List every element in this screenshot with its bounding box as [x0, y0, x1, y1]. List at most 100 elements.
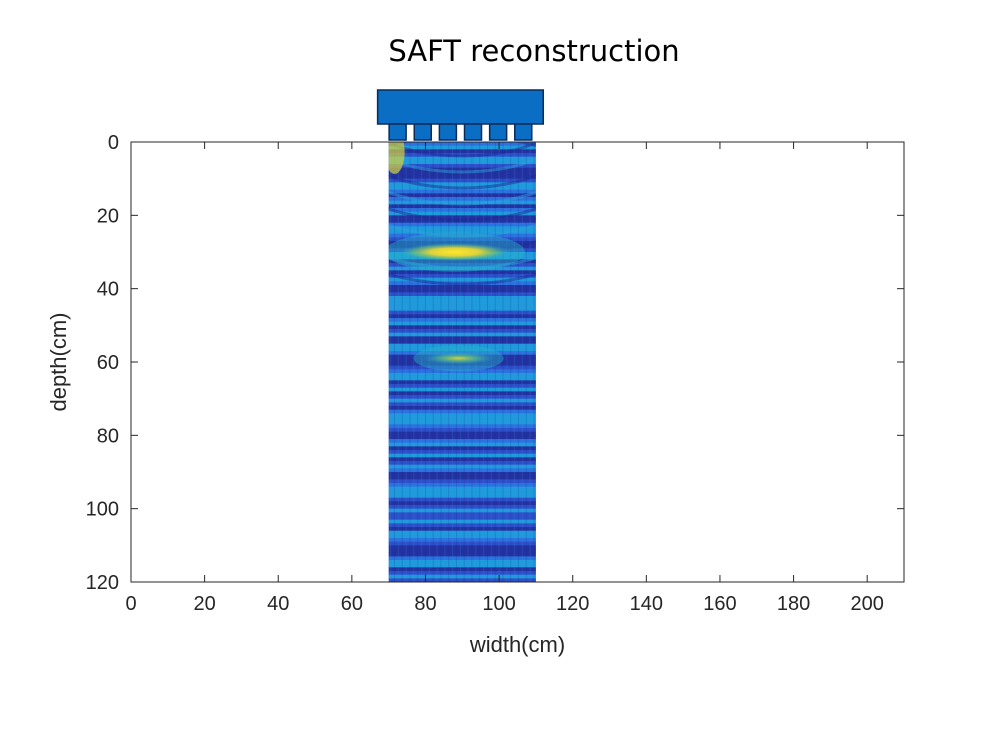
image-band: [388, 552, 536, 557]
image-band: [388, 545, 536, 550]
transducer: [376, 89, 545, 141]
image-band: [388, 413, 536, 418]
image-band: [388, 505, 536, 510]
image-band: [388, 292, 536, 297]
image-band: [388, 560, 536, 565]
image-band: [388, 406, 536, 411]
image-band: [388, 571, 536, 576]
image-band: [388, 442, 536, 447]
image-band: [388, 156, 536, 161]
image-band: [388, 142, 536, 147]
image-band: [388, 468, 536, 473]
image-band: [388, 303, 536, 308]
transducer-element: [514, 123, 533, 141]
image-band: [388, 472, 536, 477]
image-band: [388, 365, 536, 370]
image-band: [388, 307, 536, 312]
image-band: [388, 329, 536, 334]
image-band: [388, 343, 536, 348]
x-tick-label: 0: [125, 593, 136, 615]
wavefront-arc: [388, 256, 536, 270]
image-band: [388, 461, 536, 466]
image-band: [388, 160, 536, 165]
x-tick-label: 100: [482, 593, 515, 615]
image-band: [388, 175, 536, 180]
reflector-hotspot: [422, 352, 495, 365]
image-band: [388, 167, 536, 172]
image-band: [388, 310, 536, 315]
image-band: [388, 578, 536, 582]
image-band: [388, 211, 536, 216]
image-band: [388, 145, 536, 150]
x-tick-label: 180: [777, 593, 810, 615]
image-band: [388, 409, 536, 414]
x-tick-label: 80: [414, 593, 436, 615]
image-band: [388, 215, 536, 220]
image-band: [388, 288, 536, 293]
image-band: [388, 534, 536, 539]
image-band: [388, 457, 536, 462]
image-band: [388, 402, 536, 407]
image-band: [388, 516, 536, 521]
image-band: [388, 369, 536, 374]
x-tick-label: 40: [267, 593, 289, 615]
transducer-element: [488, 123, 508, 141]
image-band: [388, 274, 536, 279]
image-band: [388, 296, 536, 301]
image-band: [388, 446, 536, 451]
image-band: [388, 497, 536, 502]
image-band: [388, 318, 536, 323]
image-band: [388, 391, 536, 396]
image-band: [388, 230, 536, 235]
y-tick-label: 40: [97, 279, 119, 301]
image-band: [388, 464, 536, 469]
x-tick-label: 120: [556, 593, 589, 615]
y-tick-label: 60: [97, 352, 119, 374]
image-band: [388, 398, 536, 403]
image-band: [388, 527, 536, 532]
image-band: [388, 204, 536, 209]
y-axis-label: depth(cm): [46, 312, 71, 411]
image-band: [388, 424, 536, 429]
image-band: [388, 453, 536, 458]
image-band: [388, 519, 536, 524]
image-band: [388, 182, 536, 187]
image-band: [388, 549, 536, 554]
transducer-element: [388, 123, 407, 141]
y-tick-label: 0: [108, 132, 119, 154]
image-band: [388, 178, 536, 183]
image-band: [388, 490, 536, 495]
image-band: [388, 314, 536, 319]
image-band: [388, 376, 536, 381]
image-band: [388, 556, 536, 561]
image-band: [388, 475, 536, 480]
y-tick-label: 20: [97, 205, 119, 227]
image-band: [388, 259, 536, 264]
image-band: [388, 530, 536, 535]
image-band: [388, 431, 536, 436]
wavefront-arc: [388, 174, 536, 190]
x-tick-label: 200: [851, 593, 884, 615]
image-band: [388, 387, 536, 392]
image-band: [388, 384, 536, 389]
image-band: [388, 523, 536, 528]
image-band: [388, 299, 536, 304]
image-band: [388, 567, 536, 572]
image-band: [388, 197, 536, 202]
image-band: [388, 501, 536, 506]
image-band: [388, 277, 536, 282]
image-band: [388, 538, 536, 543]
image-band: [388, 332, 536, 337]
image-band: [388, 380, 536, 385]
image-band: [388, 435, 536, 440]
x-tick-label: 60: [341, 593, 363, 615]
image-band: [388, 508, 536, 513]
image-band: [388, 494, 536, 499]
surface-glow: [388, 142, 405, 174]
image-band: [388, 321, 536, 326]
wavefront-arc: [388, 190, 536, 206]
image-band: [388, 149, 536, 154]
transducer-element: [438, 123, 458, 141]
y-tick-label: 120: [86, 572, 119, 594]
